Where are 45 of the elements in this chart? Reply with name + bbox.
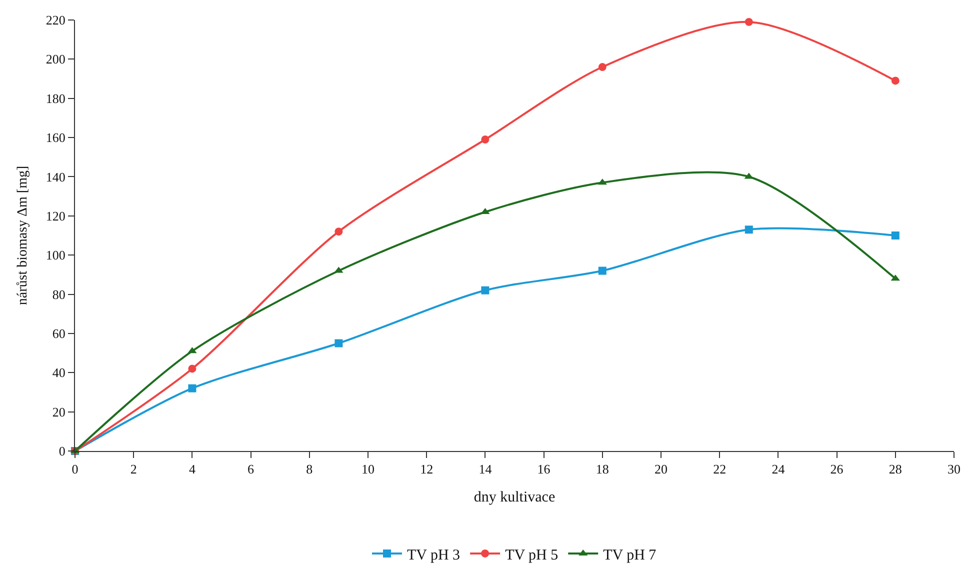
point	[481, 286, 490, 294]
y-tick-label: 180	[46, 90, 66, 106]
y-tick-label: 220	[46, 12, 66, 28]
x-tick-label: 30	[948, 462, 960, 477]
x-tick-label: 18	[596, 462, 609, 477]
x-tick-label: 20	[654, 462, 668, 477]
y-tick-label: 200	[46, 52, 66, 67]
point	[744, 226, 753, 234]
y-tick-label: 0	[58, 444, 66, 459]
x-tick-label: 2	[130, 462, 137, 477]
point	[598, 63, 606, 72]
y-tick-label: 160	[46, 130, 66, 146]
x-tick-label: 12	[420, 462, 434, 477]
legend-label: TV pH 5	[505, 547, 558, 564]
x-axis-title: dny kultivace	[474, 490, 556, 506]
point	[188, 364, 196, 373]
y-tick-label: 120	[46, 208, 66, 224]
x-tick-label: 26	[830, 462, 844, 477]
point	[334, 228, 343, 236]
y-tick-label: 60	[52, 326, 66, 341]
x-tick-label: 0	[72, 462, 78, 477]
y-tick-label: 40	[52, 365, 66, 380]
point	[334, 339, 343, 348]
legend-label: TV pH 3	[407, 547, 460, 564]
x-tick-label: 28	[888, 462, 902, 477]
point	[891, 76, 900, 85]
y-tick-label: 20	[52, 404, 66, 420]
point	[598, 266, 606, 275]
point	[744, 18, 753, 26]
x-tick-label: 24	[772, 462, 786, 477]
x-tick-label: 4	[188, 462, 196, 477]
y-tick-label: 80	[52, 286, 66, 302]
x-tick-label: 6	[248, 462, 255, 477]
point	[891, 232, 900, 240]
y-axis-title: nárůst biomasy Δm [mg]	[16, 166, 30, 306]
x-tick-label: 8	[306, 462, 313, 477]
y-tick-label: 100	[46, 248, 66, 263]
x-tick-label: 16	[537, 462, 551, 477]
legend-label: TV pH 7	[603, 547, 657, 564]
x-tick-label: 10	[362, 462, 374, 477]
x-tick-label: 22	[713, 462, 726, 477]
point	[188, 384, 196, 392]
x-tick-label: 14	[478, 462, 492, 477]
y-tick-label: 140	[46, 169, 66, 184]
point	[481, 136, 490, 144]
